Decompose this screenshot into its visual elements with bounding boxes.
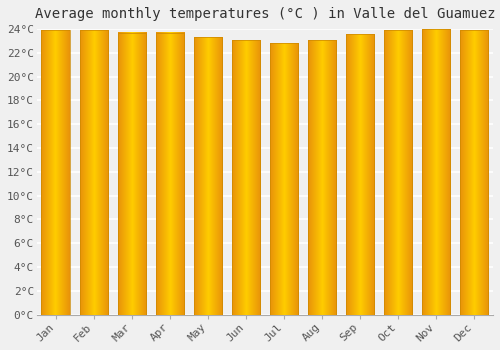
Bar bbox=[232, 40, 260, 315]
Bar bbox=[194, 37, 222, 315]
Bar bbox=[270, 43, 298, 315]
Bar bbox=[422, 29, 450, 315]
Bar bbox=[460, 30, 488, 315]
Bar bbox=[384, 30, 412, 315]
Bar bbox=[308, 40, 336, 315]
Bar bbox=[118, 33, 146, 315]
Title: Average monthly temperatures (°C ) in Valle del Guamuez: Average monthly temperatures (°C ) in Va… bbox=[34, 7, 495, 21]
Bar bbox=[42, 30, 70, 315]
Bar bbox=[346, 34, 374, 315]
Bar bbox=[80, 30, 108, 315]
Bar bbox=[156, 33, 184, 315]
